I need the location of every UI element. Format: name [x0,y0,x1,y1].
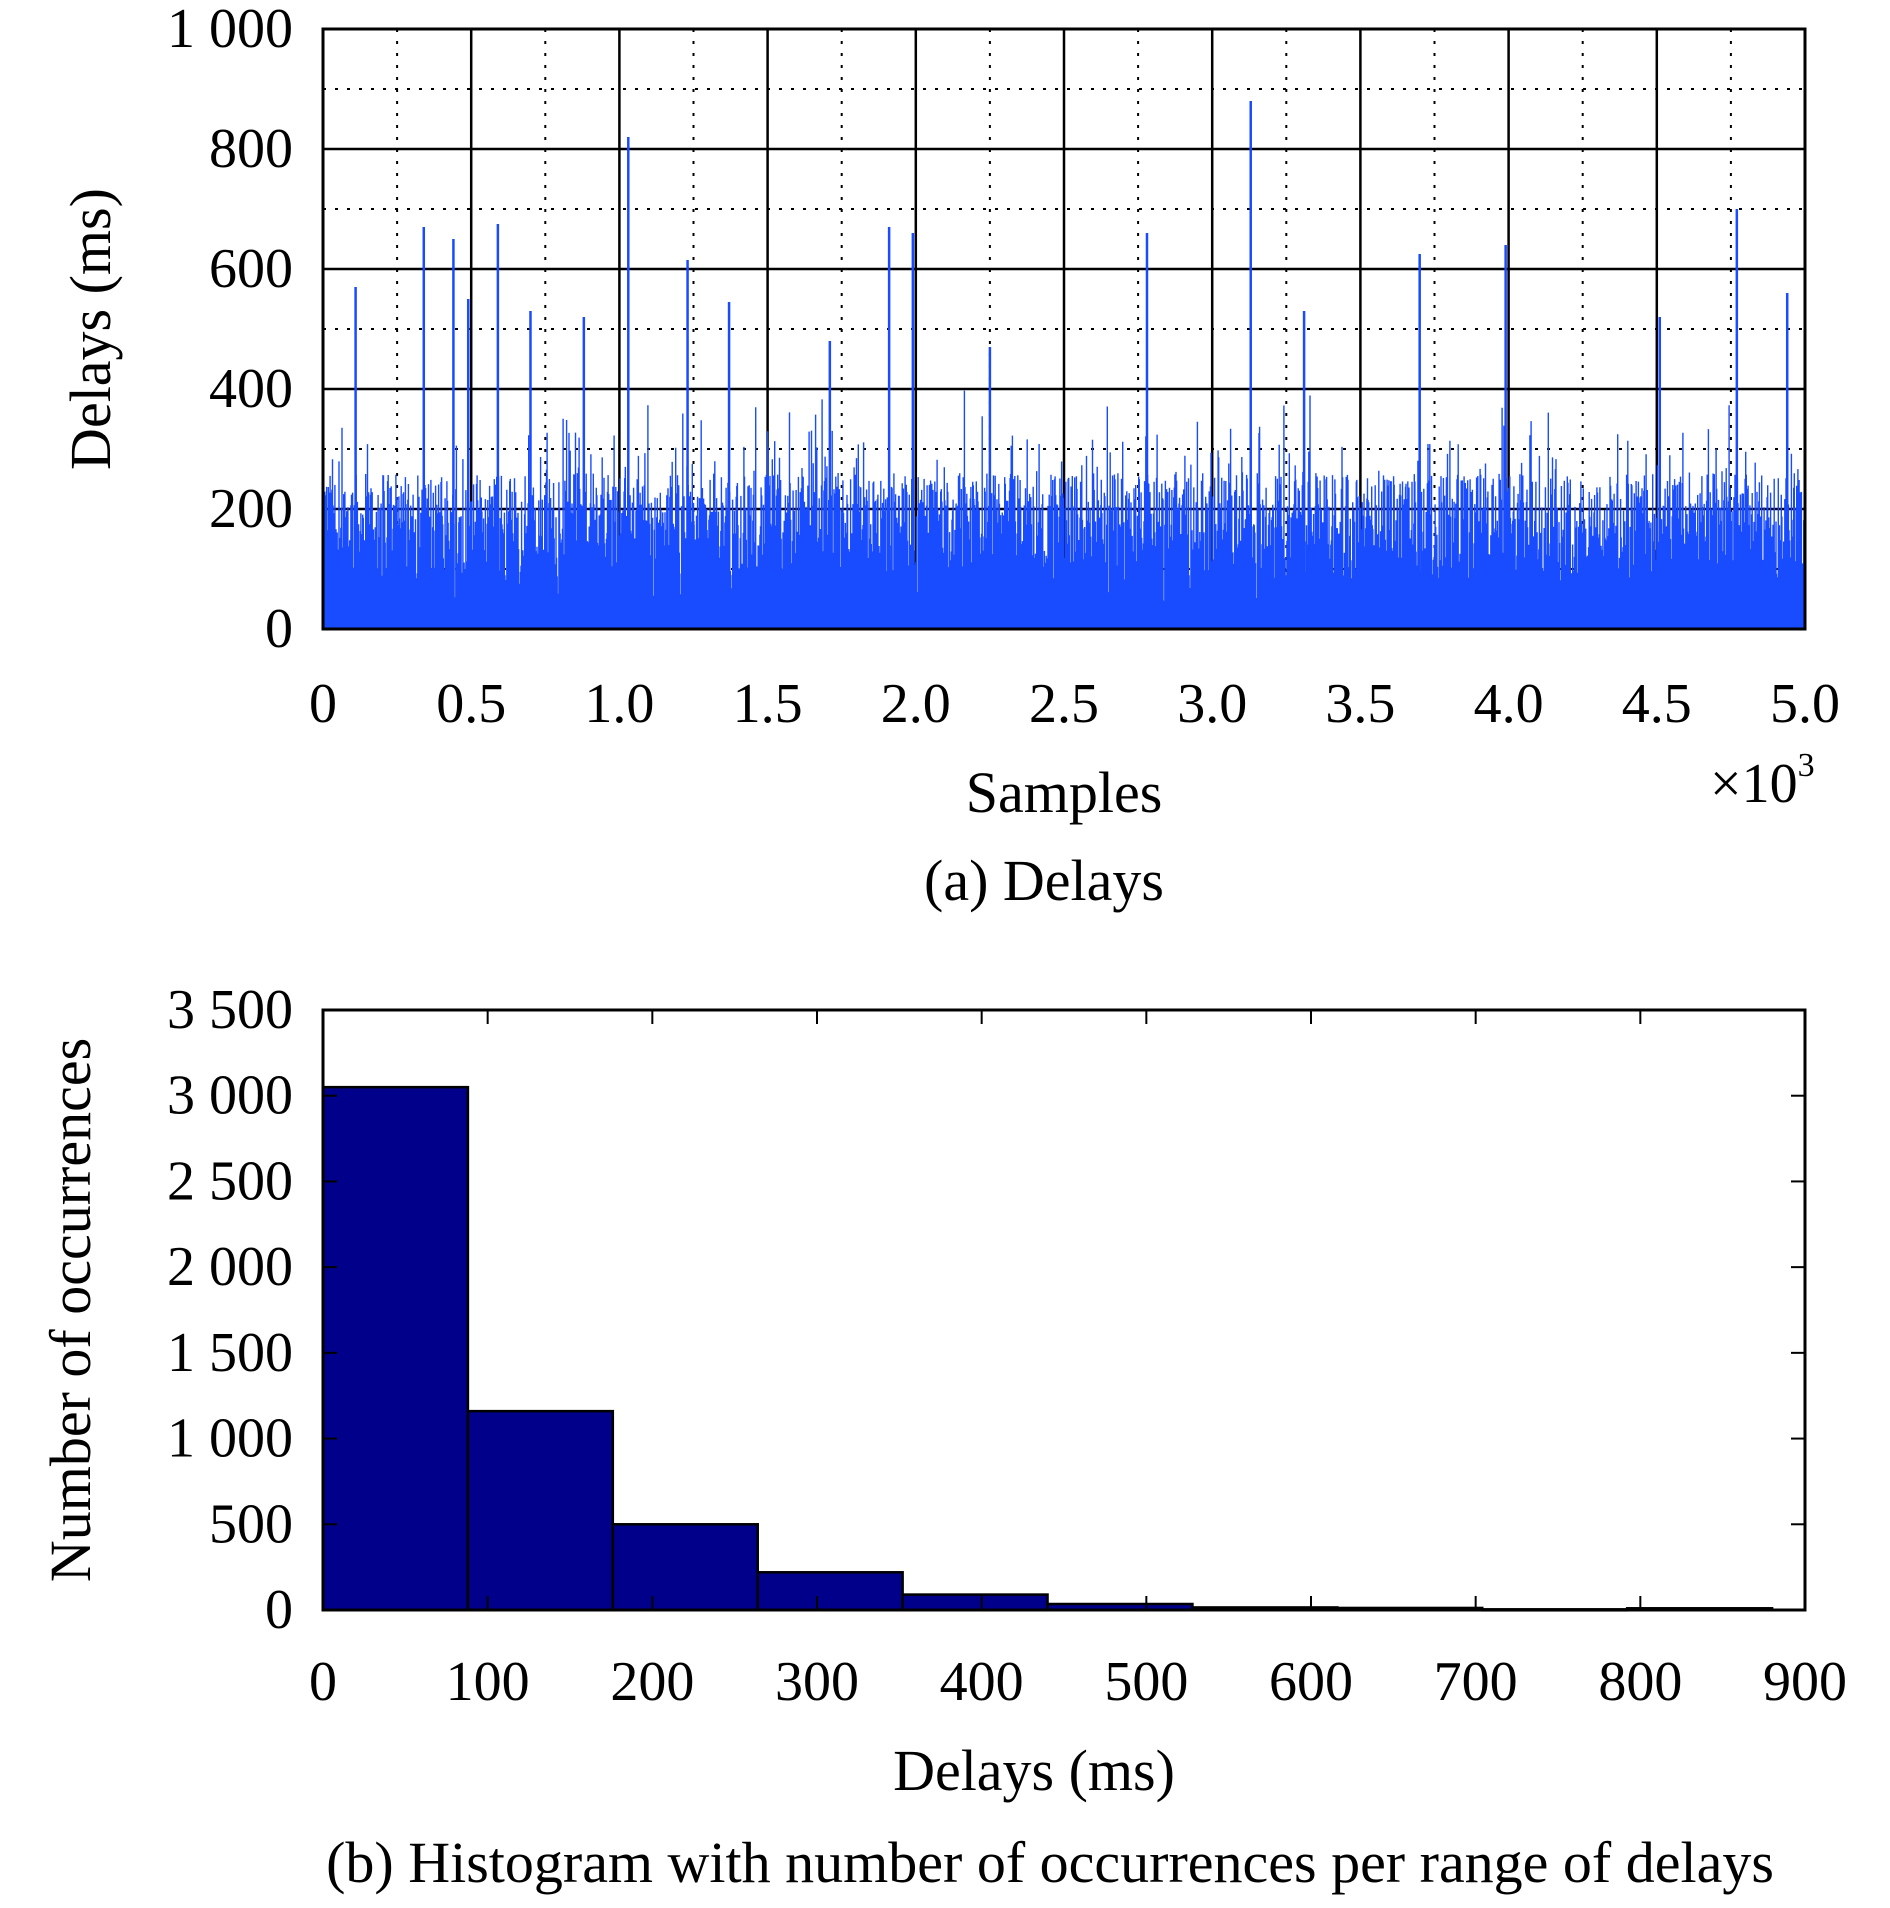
histogram-bin-bar [756,1571,904,1612]
histogram-x-tick-label: 800 [1598,1651,1682,1713]
histogram-x-ticks: 0 100 200 300 400 500 600 700 800 900 [309,1010,1847,1713]
delays-y-tick-label: 200 [209,478,293,540]
delays-x-tick-label: 5.0 [1770,673,1840,735]
histogram-bin-bar [321,1085,470,1612]
histogram-bin-bar [901,1593,1049,1612]
delays-y-axis-label: Delays (ms) [58,188,123,470]
histogram-x-tick-label: 300 [775,1651,859,1713]
delays-x-multiplier-exponent: 3 [1798,747,1815,784]
histogram-x-tick-label: 900 [1763,1651,1847,1713]
delays-y-ticks: 0 200 400 600 800 1 000 [167,0,293,660]
delays-x-multiplier-base: ×10 [1710,753,1798,815]
delays-x-tick-label: 1.0 [584,673,654,735]
histogram-bin-bar [611,1523,759,1612]
delays-x-axis-label: Samples [966,760,1163,825]
histogram-x-tick-label: 600 [1269,1651,1353,1713]
delays-x-tick-label: 0.5 [436,673,506,735]
histogram-y-tick-label: 2 000 [167,1236,293,1298]
histogram-y-tick-label: 3 500 [167,979,293,1041]
histogram-y-tick-label: 500 [209,1493,293,1555]
delays-chart: 0 200 400 600 800 1 000 0 0.5 1.0 1.5 2.0 2.5 3.0 3.… [58,0,1840,913]
delays-y-tick-label: 0 [265,598,293,660]
delays-x-tick-label: 4.5 [1622,673,1692,735]
delays-x-tick-label: 2.5 [1029,673,1099,735]
delays-y-tick-label: 1 000 [167,0,293,60]
delays-x-tick-label: 3.0 [1177,673,1247,735]
histogram-y-axis-label: Number of occurrences [38,1038,103,1582]
histogram-x-tick-label: 100 [446,1651,530,1713]
histogram-y-tick-label: 1 000 [167,1408,293,1470]
histogram-y-tick-label: 0 [265,1579,293,1641]
delays-y-tick-label: 800 [209,118,293,180]
histogram-y-ticks: 0 500 1 000 1 500 2 000 2 500 3 000 3 500 [167,979,1805,1641]
histogram-bin-bar [466,1409,615,1612]
delays-plot-frame [321,27,1807,631]
histogram-bars [321,1085,1774,1612]
delays-caption: (a) Delays [924,848,1164,913]
delays-x-tick-label: 2.0 [881,673,951,735]
histogram-x-tick-label: 0 [309,1651,337,1713]
delays-x-tick-label: 4.0 [1474,673,1544,735]
histogram-x-axis-label: Delays (ms) [893,1738,1175,1803]
delays-x-tick-label: 0 [309,673,337,735]
histogram-x-tick-label: 700 [1434,1651,1518,1713]
delays-x-tick-label: 3.5 [1325,673,1395,735]
histogram-y-tick-label: 2 500 [167,1150,293,1212]
histogram-caption: (b) Histogram with number of occurrences… [326,1830,1774,1895]
histogram-x-tick-label: 200 [610,1651,694,1713]
histogram-plot-frame [321,1008,1807,1612]
delays-y-tick-label: 400 [209,358,293,420]
histogram-chart: 0 500 1 000 1 500 2 000 2 500 3 000 3 500 0 100 2… [38,979,1847,1895]
histogram-x-tick-label: 400 [940,1651,1024,1713]
delays-x-ticks: 0 0.5 1.0 1.5 2.0 2.5 3.0 3.5 4.0 4.5 5.0 [309,673,1840,735]
delays-x-multiplier: ×103 [1710,747,1815,815]
delays-y-tick-label: 600 [209,238,293,300]
histogram-y-tick-label: 3 000 [167,1065,293,1127]
delays-x-tick-label: 1.5 [733,673,803,735]
histogram-y-tick-label: 1 500 [167,1322,293,1384]
histogram-x-tick-label: 500 [1104,1651,1188,1713]
delays-bars [322,101,1806,629]
